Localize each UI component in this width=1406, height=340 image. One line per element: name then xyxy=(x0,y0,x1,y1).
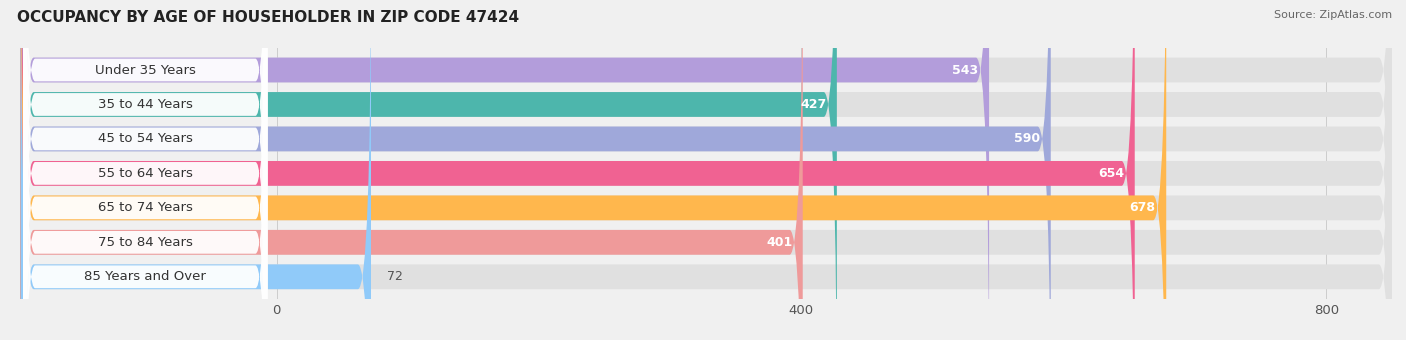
FancyBboxPatch shape xyxy=(21,0,1392,340)
Text: 85 Years and Over: 85 Years and Over xyxy=(84,270,207,283)
Text: 72: 72 xyxy=(387,270,402,283)
FancyBboxPatch shape xyxy=(21,0,1392,340)
Text: 35 to 44 Years: 35 to 44 Years xyxy=(98,98,193,111)
Text: 45 to 54 Years: 45 to 54 Years xyxy=(98,133,193,146)
FancyBboxPatch shape xyxy=(24,0,267,340)
Text: 427: 427 xyxy=(800,98,827,111)
FancyBboxPatch shape xyxy=(24,0,267,340)
FancyBboxPatch shape xyxy=(21,0,1392,340)
FancyBboxPatch shape xyxy=(24,0,267,340)
FancyBboxPatch shape xyxy=(24,0,267,340)
FancyBboxPatch shape xyxy=(24,0,267,340)
FancyBboxPatch shape xyxy=(21,0,1166,340)
Text: Under 35 Years: Under 35 Years xyxy=(94,64,195,76)
Text: OCCUPANCY BY AGE OF HOUSEHOLDER IN ZIP CODE 47424: OCCUPANCY BY AGE OF HOUSEHOLDER IN ZIP C… xyxy=(17,10,519,25)
Text: 654: 654 xyxy=(1098,167,1125,180)
FancyBboxPatch shape xyxy=(21,0,1392,340)
Text: 401: 401 xyxy=(766,236,792,249)
Text: 55 to 64 Years: 55 to 64 Years xyxy=(98,167,193,180)
Text: 65 to 74 Years: 65 to 74 Years xyxy=(98,201,193,214)
FancyBboxPatch shape xyxy=(21,0,1392,340)
FancyBboxPatch shape xyxy=(21,0,1392,340)
FancyBboxPatch shape xyxy=(24,0,267,340)
Text: 543: 543 xyxy=(952,64,979,76)
FancyBboxPatch shape xyxy=(21,0,1050,340)
Text: Source: ZipAtlas.com: Source: ZipAtlas.com xyxy=(1274,10,1392,20)
FancyBboxPatch shape xyxy=(21,0,803,340)
FancyBboxPatch shape xyxy=(21,0,988,340)
Text: 75 to 84 Years: 75 to 84 Years xyxy=(98,236,193,249)
Text: 678: 678 xyxy=(1130,201,1156,214)
FancyBboxPatch shape xyxy=(21,0,1135,340)
FancyBboxPatch shape xyxy=(21,0,371,340)
FancyBboxPatch shape xyxy=(21,0,837,340)
FancyBboxPatch shape xyxy=(24,0,267,340)
Text: 590: 590 xyxy=(1014,133,1040,146)
FancyBboxPatch shape xyxy=(21,0,1392,340)
